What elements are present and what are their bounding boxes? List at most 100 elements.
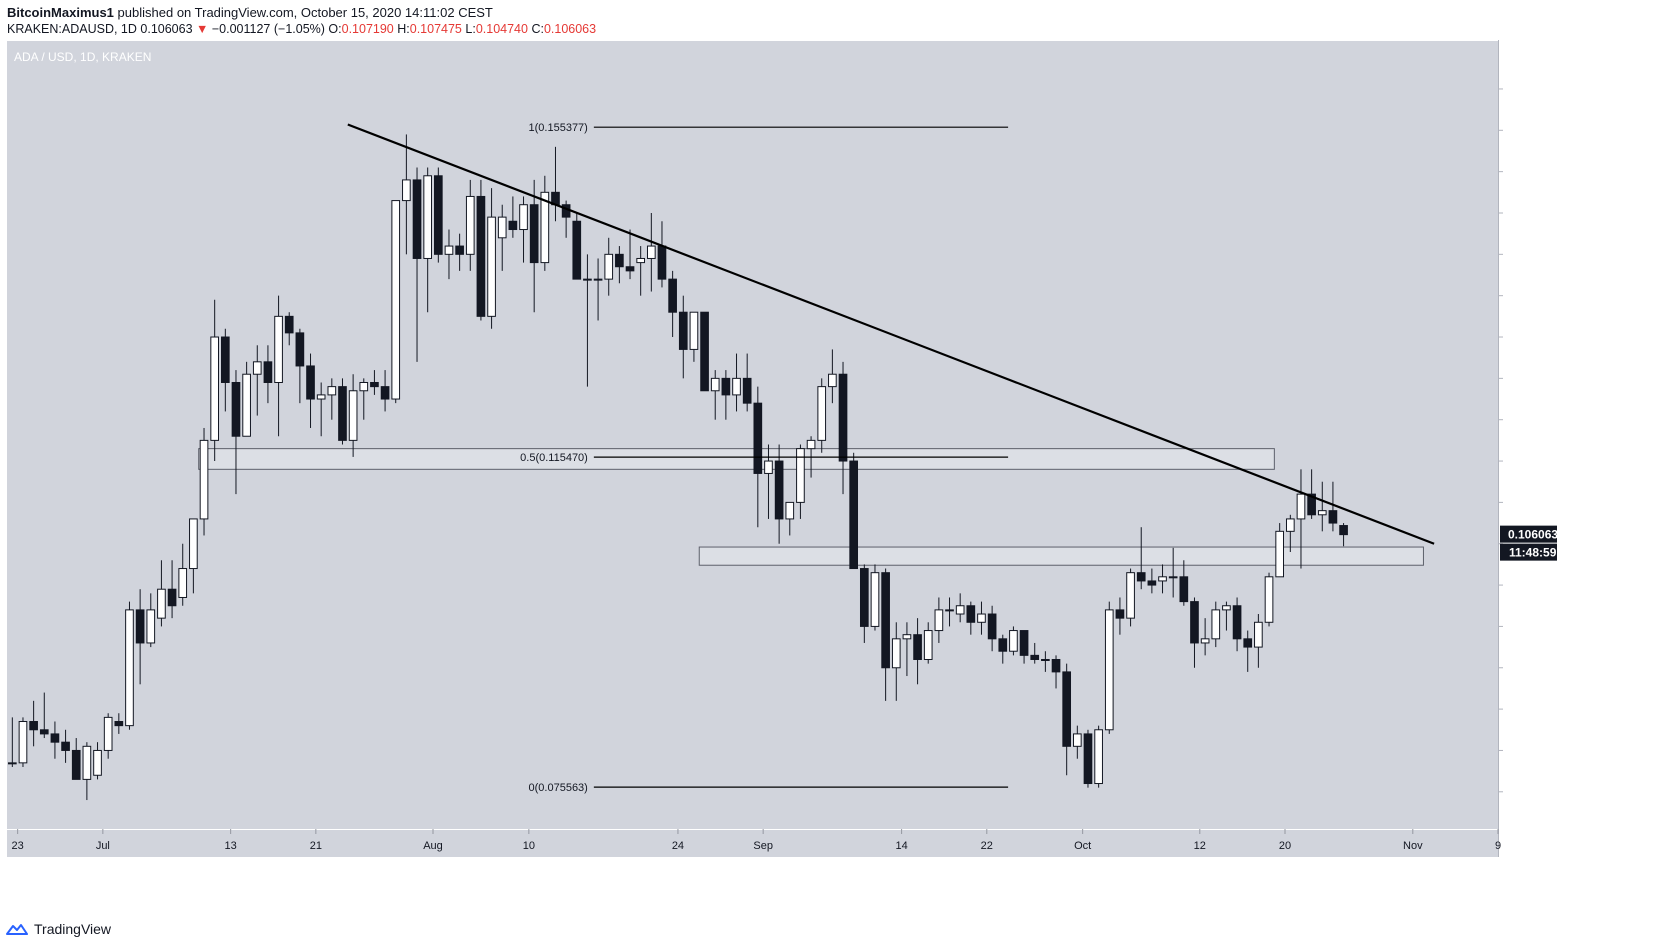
last-price: 0.106063	[140, 22, 193, 36]
price-axis-ticks: 0.075000 0.080000 0.085000 0.090000 0.095000…	[1498, 84, 1553, 799]
candle-body-down	[455, 245, 464, 255]
candle-body-up	[1104, 609, 1114, 731]
candle-body-up	[1168, 576, 1178, 579]
time-tick-label: 13	[225, 840, 237, 852]
high-value: 0.107475	[409, 22, 462, 36]
candle-body-up	[1126, 572, 1135, 619]
candle-body-up	[1072, 733, 1082, 747]
candle-body-up	[199, 439, 209, 520]
candle-body-up	[348, 390, 358, 441]
candle-body-up	[444, 245, 454, 255]
candle-body-down	[529, 204, 539, 264]
time-tick-label: Jul	[96, 840, 110, 852]
candle-body-up	[103, 716, 113, 751]
candle-body-down	[338, 386, 347, 441]
price-tick-label: 0.090000	[1507, 663, 1553, 675]
publish-date: published on TradingView.com, October 15…	[117, 5, 493, 20]
candle-body-up	[891, 638, 901, 669]
price-tick-label: 0.135000	[1507, 291, 1553, 303]
candle-body-up	[732, 377, 741, 396]
candle-body-up	[519, 204, 528, 231]
candle-body-down	[1147, 580, 1157, 586]
candle-body-up	[785, 501, 795, 520]
candle-body-up	[764, 460, 773, 474]
candle-body-up	[828, 373, 837, 388]
candle-body-down	[306, 365, 315, 400]
price-tick-label: 0.115000	[1507, 456, 1552, 468]
candle-body-up	[157, 588, 166, 619]
price-tick-label: 0.125000	[1507, 373, 1553, 385]
candle-body-up	[817, 386, 827, 441]
time-axis[interactable]	[7, 830, 1498, 857]
candle-body-down	[1019, 630, 1029, 656]
candle-body-down	[29, 721, 38, 731]
price-tick-label: 0.160000	[1507, 84, 1553, 96]
candle-body-down	[1232, 605, 1242, 640]
time-tick-label: 20	[1279, 840, 1291, 852]
candle-body-down	[114, 721, 124, 727]
fib-level-label: 0(0.075563)	[529, 782, 588, 794]
candle-body-down	[1030, 654, 1040, 660]
candle-body-up	[497, 216, 507, 239]
candle-body-down	[61, 741, 70, 751]
close-value: 0.106063	[543, 22, 597, 36]
chart-title: ADA / USD, 1D, KRAKEN	[14, 50, 151, 64]
candle-body-up	[391, 200, 401, 400]
price-tick-label: 0.080000	[1507, 745, 1553, 757]
candlestick-chart[interactable]: ADA / USD, 1D, KRAKEN USD 0.075000 0.0800…	[0, 40, 1657, 920]
tradingview-branding[interactable]: TradingView	[6, 918, 111, 940]
price-tick-label: 0.130000	[1507, 332, 1553, 344]
candle-body-up	[1009, 630, 1018, 652]
candle-body-up	[902, 634, 912, 640]
candle-body-down	[50, 733, 60, 743]
candle-body-down	[476, 195, 486, 317]
trend-lines	[347, 123, 1435, 545]
candle-body-down	[1339, 525, 1348, 536]
close-label: C:	[531, 22, 544, 36]
candle-body-down	[1062, 671, 1072, 747]
plot-area[interactable]	[7, 41, 1498, 829]
author-name[interactable]: BitcoinMaximus1	[7, 5, 114, 20]
time-tick-label: Nov	[1403, 840, 1423, 852]
price-change: −0.001127 (−1.05%)	[211, 22, 325, 36]
candle-body-up	[1200, 638, 1210, 644]
price-tick-label: 0.085000	[1507, 704, 1553, 716]
candle-body-up	[1275, 530, 1285, 578]
candle-body-up	[1285, 518, 1295, 532]
time-tick-label: 12	[1194, 840, 1206, 852]
candle-body-up	[1094, 729, 1103, 785]
price-tick-label: 0.150000	[1507, 167, 1553, 179]
candle-body-up	[274, 315, 283, 383]
fib-level-label: 1(0.155377)	[529, 122, 588, 134]
candle-body-down	[508, 220, 518, 231]
symbol-label[interactable]: KRAKEN:ADAUSD, 1D	[7, 22, 137, 36]
candle-body-up	[402, 179, 411, 202]
candle-body-up	[710, 377, 720, 392]
countdown-badge	[1500, 543, 1557, 561]
candle-body-down	[721, 377, 731, 396]
candle-body-up	[316, 394, 326, 400]
candle-body-down	[263, 361, 273, 383]
candle-body-down	[231, 381, 241, 437]
candle-body-down	[774, 460, 784, 520]
last-price-badge-text: 0.106063	[1508, 528, 1558, 542]
candle-body-down	[380, 386, 390, 400]
candle-body-down	[1051, 658, 1061, 673]
countdown-badge-text: 11:48:59	[1509, 546, 1557, 560]
candle-body-up	[18, 721, 28, 764]
candle-body-down	[753, 402, 763, 474]
candle-body-down	[1307, 493, 1316, 516]
ohlc-legend: KRAKEN:ADAUSD, 1D 0.106063 ▼ −0.001127 (…	[7, 22, 596, 36]
candle-body-up	[806, 439, 816, 450]
candle-body-up	[1211, 609, 1221, 640]
price-tick-label: 0.155000	[1507, 125, 1553, 137]
candle-body-down	[849, 460, 859, 570]
low-label: L:	[465, 22, 476, 36]
candle-body-up	[945, 609, 954, 612]
candle-body-down	[572, 220, 582, 280]
candle-body-down	[220, 336, 230, 383]
candle-body-up	[242, 373, 251, 437]
candle-body-up	[359, 381, 369, 392]
candle-body-up	[1264, 576, 1274, 623]
time-tick-label: 9	[1495, 840, 1501, 852]
